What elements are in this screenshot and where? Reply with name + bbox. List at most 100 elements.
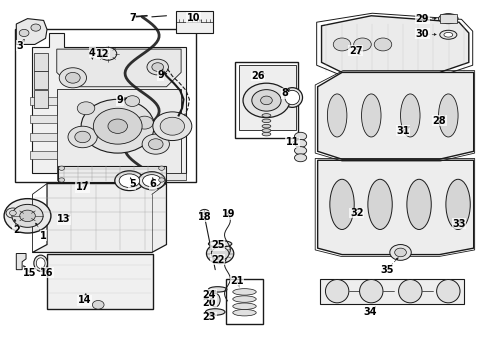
Circle shape [75,131,90,143]
Bar [176,12,212,33]
Polygon shape [32,33,185,173]
Circle shape [20,210,35,222]
Circle shape [92,301,104,309]
Polygon shape [57,49,181,87]
Polygon shape [34,90,48,108]
Bar [30,115,57,123]
Text: 7: 7 [129,13,136,23]
Ellipse shape [205,309,224,315]
Circle shape [136,116,153,129]
Text: 35: 35 [379,265,393,275]
Circle shape [99,47,117,60]
Text: 23: 23 [202,312,216,322]
Ellipse shape [406,179,430,229]
Ellipse shape [262,119,270,123]
Text: 9: 9 [117,95,123,105]
Polygon shape [16,19,47,44]
Text: 21: 21 [230,276,244,286]
Polygon shape [34,53,48,71]
Ellipse shape [208,287,226,292]
Ellipse shape [443,32,452,37]
Ellipse shape [294,139,306,147]
Ellipse shape [262,132,270,136]
Text: 25: 25 [210,240,224,250]
Polygon shape [34,71,48,89]
Circle shape [260,96,272,105]
Circle shape [59,166,64,170]
Circle shape [243,83,289,118]
Text: 17: 17 [76,182,89,192]
Polygon shape [57,173,185,180]
Circle shape [59,68,86,88]
Bar [439,14,456,23]
Text: 3: 3 [17,41,23,50]
Polygon shape [317,160,473,255]
Ellipse shape [208,240,231,247]
Circle shape [148,139,163,149]
Text: 6: 6 [149,179,156,189]
Circle shape [158,166,164,170]
Circle shape [108,119,127,134]
Ellipse shape [436,279,459,303]
Text: 16: 16 [40,267,54,278]
Text: 15: 15 [23,267,37,278]
Circle shape [332,38,350,51]
Text: 26: 26 [251,71,264,81]
Text: 28: 28 [432,116,446,126]
Ellipse shape [294,132,306,140]
Ellipse shape [329,179,353,229]
Polygon shape [238,65,295,130]
Bar [30,150,57,159]
Polygon shape [32,184,166,252]
Circle shape [147,59,168,75]
Text: 31: 31 [395,126,409,135]
Polygon shape [58,166,166,182]
Text: 22: 22 [210,255,224,265]
Ellipse shape [294,154,306,162]
Ellipse shape [262,125,270,128]
Circle shape [59,178,64,182]
Circle shape [389,244,410,260]
Text: 11: 11 [285,138,299,147]
Ellipse shape [438,94,457,137]
Text: 1: 1 [40,231,47,240]
Ellipse shape [445,179,469,229]
Ellipse shape [232,303,256,310]
Text: 34: 34 [363,307,376,317]
Circle shape [206,243,233,264]
Text: 20: 20 [202,298,216,308]
Text: 12: 12 [96,49,110,59]
Ellipse shape [327,94,346,137]
Circle shape [19,30,29,37]
Circle shape [77,102,95,115]
Circle shape [373,38,391,51]
Ellipse shape [438,14,457,24]
Circle shape [251,90,281,111]
Circle shape [65,72,80,83]
Text: 24: 24 [202,290,216,300]
Text: 4: 4 [89,48,96,58]
Ellipse shape [115,171,144,190]
Bar [225,279,262,324]
Circle shape [93,108,142,144]
Circle shape [353,38,370,51]
Circle shape [153,112,191,140]
Bar [234,62,298,138]
Bar [30,97,57,105]
Ellipse shape [325,279,348,303]
Ellipse shape [361,94,380,137]
Text: 33: 33 [451,219,465,229]
Bar [15,30,195,182]
Text: 29: 29 [415,14,428,24]
Circle shape [9,211,16,216]
Polygon shape [321,16,468,72]
Text: 10: 10 [186,13,200,23]
Ellipse shape [138,172,165,190]
Ellipse shape [367,179,391,229]
Circle shape [142,134,169,154]
Text: 18: 18 [197,212,211,221]
Ellipse shape [142,175,161,187]
Polygon shape [47,253,153,309]
Text: 2: 2 [13,225,20,235]
Ellipse shape [119,174,140,188]
